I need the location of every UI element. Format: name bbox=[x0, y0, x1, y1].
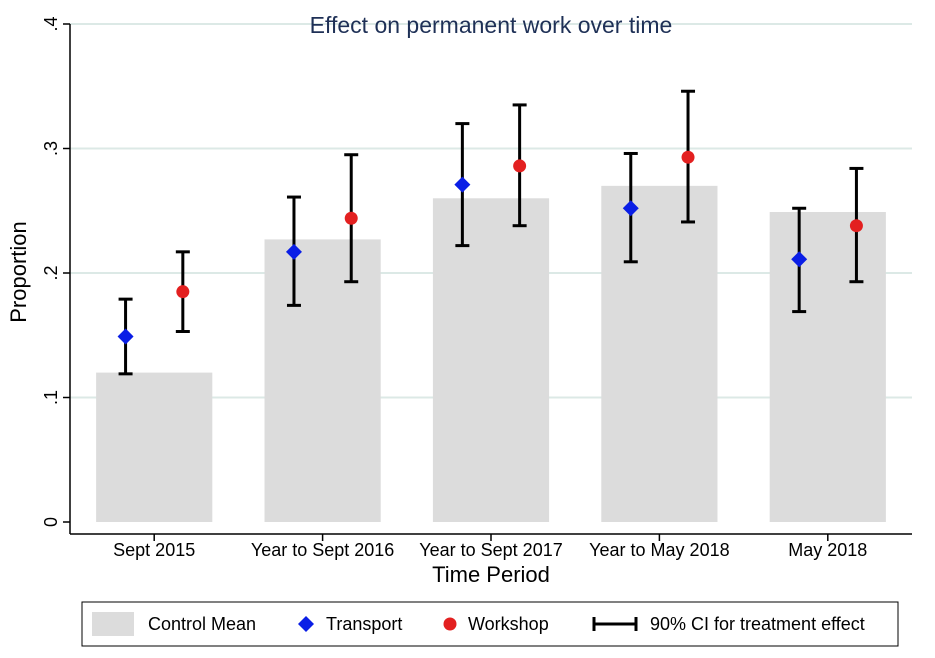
legend-label: Transport bbox=[326, 614, 402, 634]
chart-title: Effect on permanent work over time bbox=[310, 12, 673, 38]
y-tick-label: .3 bbox=[41, 141, 61, 156]
bar-layer bbox=[96, 185, 886, 523]
legend-label: 90% CI for treatment effect bbox=[650, 614, 865, 634]
x-tick-label: Year to May 2018 bbox=[589, 540, 729, 560]
x-tick-label: Sept 2015 bbox=[113, 540, 195, 560]
transport-point bbox=[622, 200, 639, 217]
legend-label: Control Mean bbox=[148, 614, 256, 634]
legend-swatch-control-mean bbox=[92, 612, 134, 636]
x-axis-title: Time Period bbox=[432, 562, 550, 587]
x-tick-label: May 2018 bbox=[788, 540, 867, 560]
legend-frame bbox=[81, 601, 899, 647]
x-tick-label: Year to Sept 2017 bbox=[419, 540, 562, 560]
transport-point bbox=[285, 243, 302, 260]
workshop-point bbox=[176, 285, 190, 299]
transport-point bbox=[454, 176, 471, 193]
axis-layer: 0 .1 .2 .3 .4 Sept 2015 Year to Sept 2016 Year … bbox=[41, 16, 912, 560]
workshop-point bbox=[344, 211, 358, 225]
point-layer bbox=[117, 150, 863, 345]
workshop-point bbox=[849, 219, 863, 233]
control-mean-bar bbox=[264, 239, 381, 522]
y-tick-label: 0 bbox=[41, 517, 61, 527]
legend: Control Mean Transport Workshop 90% CI for … bbox=[81, 601, 899, 647]
y-tick-label: .2 bbox=[41, 265, 61, 280]
control-mean-bar bbox=[769, 211, 886, 522]
transport-point bbox=[791, 251, 808, 268]
legend-swatch-transport bbox=[298, 616, 314, 632]
transport-point bbox=[117, 328, 134, 345]
workshop-point bbox=[513, 159, 527, 173]
y-axis-title: Proportion bbox=[6, 221, 31, 323]
legend-label: Workshop bbox=[468, 614, 549, 634]
y-tick-label: .4 bbox=[41, 16, 61, 31]
x-tick-label: Year to Sept 2016 bbox=[251, 540, 394, 560]
y-tick-label: .1 bbox=[41, 390, 61, 405]
control-mean-bar bbox=[601, 185, 718, 522]
workshop-point bbox=[681, 150, 695, 164]
control-mean-bar bbox=[96, 372, 213, 522]
legend-swatch-workshop bbox=[443, 617, 457, 631]
control-mean-bar bbox=[432, 198, 550, 523]
